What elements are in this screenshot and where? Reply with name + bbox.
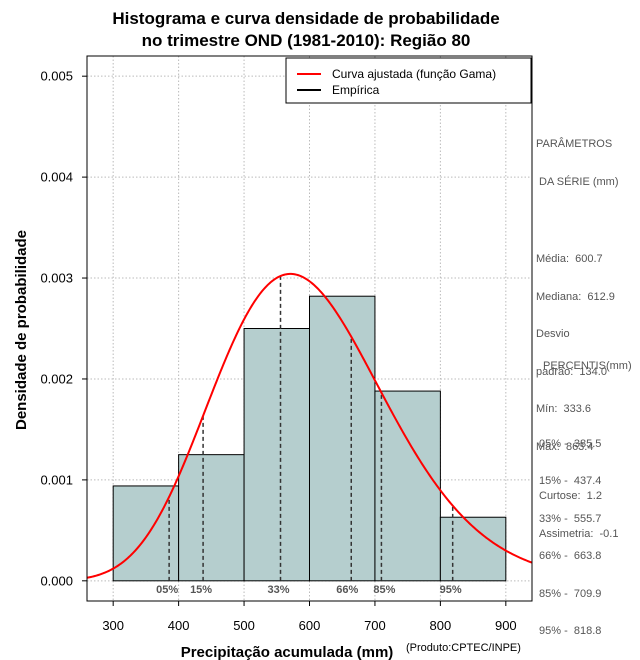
percentile-05: 05% - 385.5	[539, 437, 602, 450]
param-min: Mín: 333.6	[536, 403, 592, 415]
percentile-66: 66% - 663.8	[539, 550, 602, 562]
x-tick-label-5: 800	[430, 618, 452, 633]
y-axis-title: Densidade de probabilidade	[13, 230, 30, 430]
percentile-label-15%: 15%	[190, 584, 212, 596]
x-tick-label-3: 600	[299, 618, 321, 633]
percentile-lines: 05% 15% 33% 66% 85% 95%	[156, 275, 462, 596]
y-tick-label-1: 0.001	[40, 472, 73, 487]
credit-label: (Produto:CPTEC/INPE)	[406, 642, 521, 654]
histogram-bar-2	[243, 328, 310, 582]
x-tick-label-0: 300	[102, 618, 124, 633]
kurtosis: Curtose: 1.2	[539, 490, 602, 502]
param-mean: Média: 600.7	[536, 253, 603, 265]
y-tick-label-3: 0.003	[40, 271, 73, 286]
x-axis: 300 400 500 600 700 800 900	[102, 601, 517, 633]
y-axis: 0.000 0.001 0.002 0.003 0.004 0.005	[40, 69, 87, 588]
params-heading-2: DA SÉRIE (mm)	[536, 175, 619, 188]
percentiles-panel: PERCENTIS(mm) 05% - 385.5 15% - 437.4 33…	[536, 335, 632, 650]
chart-title-line-1: Histograma e curva densidade de probabil…	[112, 9, 499, 28]
percentiles-heading: PERCENTIS(mm)	[543, 360, 632, 372]
y-tick-label-0: 0.000	[40, 573, 73, 588]
legend-label-empirical: Empírica	[332, 83, 380, 97]
param-max: Máx: 863.4	[536, 440, 594, 453]
skewness: Assimetria: -0.1	[539, 527, 619, 540]
gamma-curve	[86, 272, 533, 579]
percentile-label-95%: 95%	[440, 584, 462, 596]
param-sd: padrão: 134.0	[536, 365, 607, 378]
x-tick-label-6: 900	[495, 618, 517, 633]
legend: Curva ajustada (função Gama) Empírica	[285, 57, 532, 104]
x-tick-label-2: 500	[233, 618, 255, 633]
shape-stats-panel: Curtose: 1.2 Assimetria: -0.1	[536, 465, 618, 553]
histogram-bar-1	[178, 454, 245, 582]
histogram-bar-3	[309, 295, 376, 582]
percentile-label-33%: 33%	[267, 584, 289, 596]
y-tick-label-5: 0.005	[40, 69, 73, 84]
x-axis-title: Precipitação acumulada (mm)	[181, 644, 394, 660]
histogram-bars	[112, 295, 507, 582]
histogram-bar-4	[374, 390, 441, 582]
param-sd-label: Desvio	[536, 328, 570, 340]
percentile-label-66%: 66%	[336, 584, 358, 596]
y-tick-label-2: 0.002	[40, 371, 73, 386]
percentile-33: 33% - 555.7	[539, 512, 602, 525]
gamma-curve-layer	[86, 272, 533, 579]
x-tick-label-1: 400	[168, 618, 190, 633]
y-tick-label-4: 0.004	[40, 170, 73, 185]
series-parameters-panel: PARÂMETROS DA SÉRIE (mm) Média: 600.7 Me…	[536, 113, 619, 466]
percentile-85: 85% - 709.9	[539, 587, 602, 600]
x-tick-label-4: 700	[364, 618, 386, 633]
params-heading-1: PARÂMETROS	[536, 138, 613, 150]
percentile-label-05%: 05%	[156, 584, 178, 596]
legend-label-curve: Curva ajustada (função Gama)	[332, 67, 496, 81]
percentile-label-85%: 85%	[373, 584, 395, 596]
percentile-15: 15% - 437.4	[539, 475, 602, 487]
percentile-95: 95% - 818.8	[539, 625, 602, 637]
param-median: Mediana: 612.9	[536, 290, 615, 303]
chart-title-line-2: no trimestre OND (1981-2010): Região 80	[142, 31, 471, 50]
legend-box	[285, 57, 532, 104]
